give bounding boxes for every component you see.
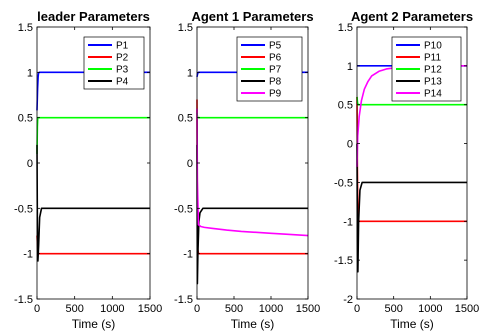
legend-label-p9: P9 [269, 89, 282, 100]
plot-area [356, 26, 468, 300]
chart-title: Agent 1 Parameters [191, 9, 313, 24]
y-tick-label: -2 [343, 294, 353, 306]
y-tick-label: 0.5 [178, 113, 193, 125]
x-tick-label: 1500 [296, 303, 320, 315]
chart-panel-1: leader Parameters 0 500 1000 1500 -1.5 -1 -0.5 0… [14, 9, 162, 331]
y-tick-label: 0 [347, 139, 353, 151]
legend-label-p3: P3 [116, 65, 129, 76]
y-tick-label: -1.5 [14, 294, 33, 306]
x-axis-label: Time (s) [72, 317, 116, 331]
y-tick-label: 1.5 [178, 22, 193, 34]
y-tick-label: -0.5 [174, 203, 193, 215]
legend-label-p11: P11 [424, 53, 441, 64]
series-line-p9 [196, 108, 309, 237]
legend-label-p4: P4 [116, 77, 129, 88]
y-tick-label: -1.5 [334, 255, 353, 267]
y-tick-label: 1 [187, 67, 193, 79]
y-tick-label: 1.5 [338, 22, 353, 34]
legend-label-p5: P5 [269, 41, 282, 52]
x-tick-label: 500 [225, 303, 243, 315]
legend-label-p12: P12 [424, 65, 442, 76]
x-tick-label: 500 [65, 303, 83, 315]
chart-title: Agent 2 Parameters [351, 9, 473, 24]
x-tick-label: 500 [384, 303, 402, 315]
y-tick-label: -0.5 [14, 203, 33, 215]
y-tick-label: 1 [347, 61, 353, 73]
chart-title: leader Parameters [37, 9, 150, 24]
y-tick-label: -1 [183, 249, 193, 261]
y-tick-label: -1 [343, 216, 353, 228]
x-tick-label: 1000 [100, 303, 124, 315]
legend-label-p6: P6 [269, 53, 282, 64]
y-tick-label: 0 [187, 158, 193, 170]
y-tick-label: 0.5 [18, 113, 33, 125]
x-tick-label: 1000 [259, 303, 283, 315]
x-tick-label: 0 [354, 303, 360, 315]
legend-label-p13: P13 [424, 77, 442, 88]
y-tick-label: -0.5 [334, 177, 353, 189]
y-tick-label: 0 [27, 158, 33, 170]
legend-label-p2: P2 [116, 53, 129, 64]
x-tick-label: 1500 [455, 303, 479, 315]
x-tick-label: 1000 [418, 303, 442, 315]
y-tick-label: 0.5 [338, 100, 353, 112]
chart-panel-2: Agent 1 Parameters 0 500 1000 1500 -1.5 -1 -0.5… [174, 9, 320, 331]
legend-label-p7: P7 [269, 65, 282, 76]
x-tick-label: 1500 [138, 303, 162, 315]
y-tick-label: 1.5 [18, 22, 33, 34]
legend-label-p8: P8 [269, 77, 282, 88]
series-line-p1 [36, 71, 150, 111]
y-tick-label: 1 [27, 67, 33, 79]
chart-panel-3: Agent 2 Parameters 0 500 1000 1500 -2 -1.5 -1 -0… [334, 9, 479, 331]
x-tick-label: 0 [34, 303, 40, 315]
x-tick-label: 0 [194, 303, 200, 315]
y-tick-label: -1.5 [174, 294, 193, 306]
legend-label-p14: P14 [424, 89, 442, 100]
x-axis-label: Time (s) [390, 317, 434, 331]
legend-label-p1: P1 [116, 41, 129, 52]
x-axis-label: Time (s) [231, 317, 275, 331]
y-tick-label: -1 [23, 249, 33, 261]
legend-label-p10: P10 [424, 41, 442, 52]
